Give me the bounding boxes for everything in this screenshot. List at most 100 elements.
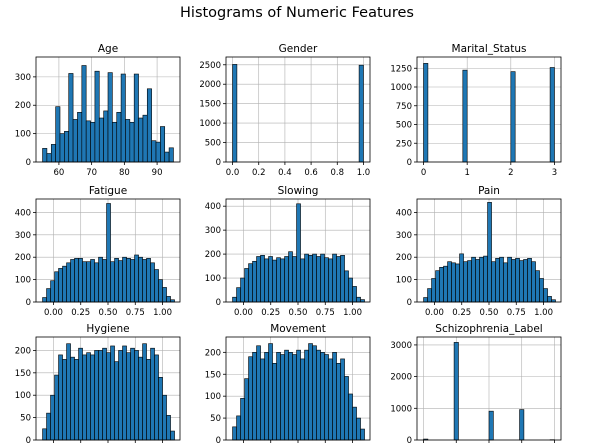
- histogram-bar: [241, 278, 245, 302]
- histogram-bar: [123, 346, 127, 440]
- y-tick-label: 1000: [390, 404, 412, 414]
- histogram-bar: [472, 257, 476, 302]
- x-tick-label: 0.75: [316, 308, 335, 318]
- subplot-title: Fatigue: [89, 185, 127, 197]
- histogram-bar: [55, 272, 59, 302]
- subplot-title: Slowing: [278, 185, 319, 197]
- histogram-bar: [345, 376, 349, 440]
- y-tick-label: 0: [216, 436, 221, 446]
- histogram-bar: [468, 261, 472, 302]
- x-tick-label: 0.50: [480, 308, 499, 318]
- histogram-bar: [155, 355, 159, 440]
- histogram-bar: [257, 346, 261, 440]
- y-tick-label: 0: [26, 436, 31, 446]
- histogram-bar: [341, 255, 345, 302]
- x-tick-label: 0.4: [278, 168, 292, 178]
- histogram-bar: [83, 262, 87, 302]
- histogram-bar: [91, 122, 95, 162]
- histogram-bar: [265, 352, 269, 440]
- histogram-bar: [305, 254, 309, 302]
- histogram-bar: [73, 119, 77, 162]
- x-tick-label: 1.00: [153, 308, 172, 318]
- x-tick-label: 60: [53, 168, 64, 178]
- y-tick-label: 400: [396, 208, 412, 218]
- y-tick-label: 0: [407, 436, 412, 446]
- histogram-bar: [289, 352, 293, 440]
- y-tick-label: 300: [15, 73, 31, 83]
- histogram-bar: [95, 71, 99, 162]
- y-tick-label: 2000: [390, 373, 412, 383]
- histogram-bar: [321, 352, 325, 440]
- histogram-bar: [165, 152, 169, 162]
- histogram-bar: [171, 431, 175, 440]
- histogram-bar: [111, 262, 115, 302]
- histogram-bar: [115, 258, 119, 302]
- histogram-bar: [550, 68, 554, 163]
- histogram-bar: [107, 203, 111, 302]
- y-tick-label: 100: [205, 392, 221, 402]
- histogram-bar: [488, 202, 492, 302]
- histogram-bar: [464, 262, 468, 302]
- histogram-bar: [233, 297, 237, 302]
- histogram-bar: [77, 112, 81, 162]
- histogram-bar: [444, 266, 448, 302]
- histogram-bar: [86, 121, 90, 162]
- figure-title: Histograms of Numeric Features: [180, 5, 414, 21]
- histogram-bar: [83, 355, 87, 440]
- histogram-bar: [104, 111, 108, 162]
- histogram-bar: [528, 258, 532, 302]
- histogram-bar: [309, 255, 313, 302]
- y-tick-label: 400: [15, 208, 31, 218]
- histogram-bar: [47, 289, 51, 302]
- histogram-bar: [489, 411, 493, 440]
- y-tick-label: 200: [205, 348, 221, 358]
- histogram-bar: [424, 63, 428, 162]
- histogram-bar: [520, 410, 524, 440]
- histogram-bar: [111, 346, 115, 440]
- histogram-bar: [337, 363, 341, 440]
- histogram-bar: [492, 262, 496, 302]
- histogram-bar: [82, 66, 86, 162]
- histogram-bar: [508, 257, 512, 302]
- histogram-bar: [69, 73, 73, 162]
- y-tick-label: 0: [216, 298, 221, 308]
- histogram-bar: [317, 256, 321, 302]
- histogram-bar: [281, 259, 285, 302]
- histogram-bar: [277, 352, 281, 440]
- histogram-bar: [79, 258, 83, 302]
- histogram-bar: [91, 355, 95, 440]
- histogram-bar: [112, 122, 116, 162]
- histogram-bar: [233, 64, 237, 162]
- histogram-bar: [167, 415, 171, 440]
- histogram-bar: [297, 204, 301, 302]
- histogram-bar: [60, 134, 64, 162]
- histogram-bar: [123, 257, 127, 302]
- histogram-bar: [273, 363, 277, 440]
- y-tick-label: 1000: [390, 83, 412, 93]
- y-tick-label: 0: [407, 298, 412, 308]
- histogram-bar: [95, 263, 99, 302]
- histogram-bar: [249, 357, 253, 440]
- histogram-bar: [325, 258, 329, 302]
- histogram-bar: [79, 348, 83, 440]
- histogram-bar: [237, 288, 241, 302]
- x-tick-label: 3: [552, 168, 557, 178]
- x-tick-label: 0.6: [304, 168, 318, 178]
- subplot-title: Schizophrenia_Label: [435, 323, 542, 335]
- histogram-bar: [333, 254, 337, 302]
- x-tick-label: 1: [464, 168, 469, 178]
- histogram-bar: [125, 119, 129, 162]
- histogram-bar: [532, 262, 536, 302]
- histogram-bar: [156, 142, 160, 162]
- histogram-bar: [51, 281, 55, 302]
- y-tick-label: 500: [396, 121, 412, 131]
- histogram-bar: [436, 271, 440, 302]
- x-tick-label: 0.2: [252, 168, 266, 178]
- histogram-bar: [151, 263, 155, 302]
- histogram-bar: [321, 254, 325, 302]
- histogram-bar: [139, 357, 143, 440]
- x-tick-label: 0.50: [99, 308, 118, 318]
- histogram-bar: [135, 255, 139, 302]
- histogram-bar: [463, 70, 467, 162]
- y-tick-label: 200: [15, 346, 31, 356]
